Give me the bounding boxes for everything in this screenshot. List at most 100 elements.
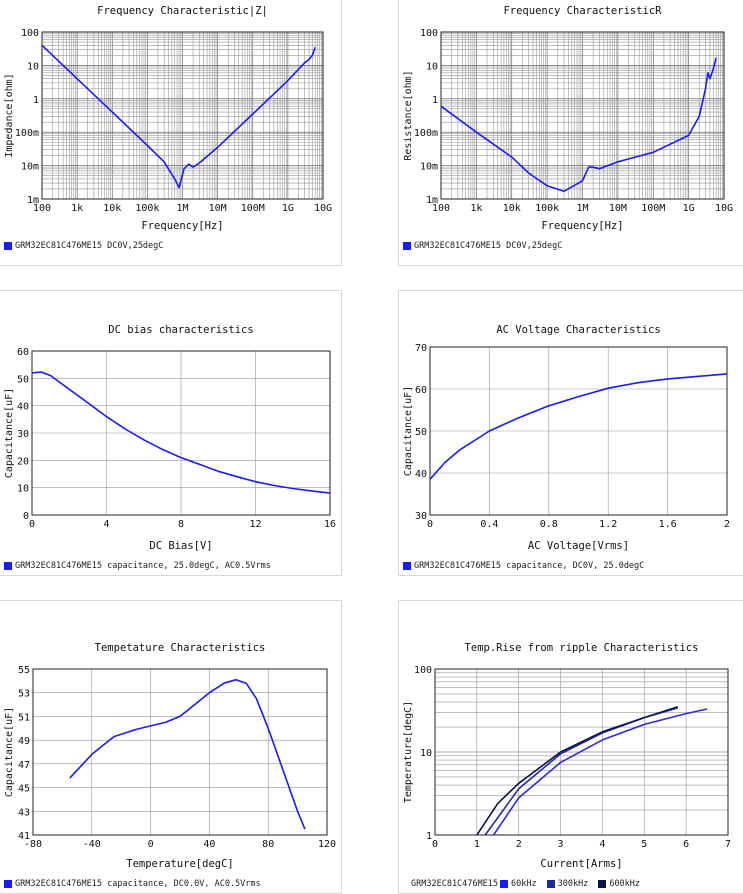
legend: GRM32EC81C476ME15 capacitance, 25.0degC,…	[4, 561, 271, 571]
legend-label-600khz: 600kHz	[609, 879, 641, 889]
y-tick-label: 100m	[15, 128, 39, 139]
y-tick-label: 51	[18, 712, 30, 723]
gridlines	[440, 32, 724, 200]
y-tick-label: 100	[414, 665, 432, 676]
chart-resistance: 100 1k 10k 100k 1M 10M 100M 1G 10G 1m 10m 100m 1 10 10…	[403, 5, 733, 232]
chart-panel-ac-voltage: 0 0.4 0.8 1.2 1.6 2 30 40 50 60 70 AC Voltage Chara…	[398, 290, 743, 576]
legend-prefix: GRM32EC81C476ME15	[411, 879, 498, 889]
legend: GRM32EC81C476ME15 capacitance, DC0V, 25.…	[403, 561, 644, 571]
y-tick-label: 0	[23, 511, 29, 522]
plot-frame	[434, 668, 729, 836]
chart-impedance: 100 1k 10k 100k 1M 10M 100M 1G 10G 1m 10m 100m 1 10 10…	[4, 5, 332, 232]
chart-panel-temp-rise: 0 1 2 3 4 5 6 7 1 10 100 Temp.Rise from ripple Char…	[398, 600, 743, 894]
chart-title: Tempetature Characteristics	[95, 642, 266, 654]
y-axis-label: Resistance[ohm]	[403, 70, 414, 160]
chart-panel-dc-bias: 0 4 8 12 16 0 10 20 30 40 50 60 DC bias characterist…	[0, 290, 342, 576]
x-tick-label: 0	[148, 839, 154, 850]
x-tick-label: 100M	[241, 203, 265, 214]
plot-frame	[41, 31, 324, 200]
y-axis-label: Capacitance[uF]	[4, 707, 15, 797]
series-line-1	[32, 371, 330, 494]
y-tick-label: 30	[17, 429, 29, 440]
x-tick-label: 100k	[535, 203, 559, 214]
x-tick-label: 3	[558, 839, 564, 850]
gridlines	[31, 350, 331, 516]
legend-label-60khz: 60kHz	[511, 879, 537, 889]
y-tick-label: 40	[17, 402, 29, 413]
y-tick-label: 45	[18, 784, 30, 795]
y-tick-label: 60	[415, 385, 427, 396]
x-axis-label: Current[Arms]	[540, 858, 622, 870]
chart-panel-temperature: -80 -40 0 40 80 120 41 43 45 47 49 51 53 55 Tempetatur…	[0, 600, 342, 894]
y-tick-label: 70	[415, 343, 427, 354]
y-tick-label: 100	[21, 28, 39, 39]
x-tick-label: 100M	[641, 203, 665, 214]
legend-swatch	[4, 880, 12, 888]
y-tick-label: 10	[27, 61, 39, 72]
legend-swatch	[4, 562, 12, 570]
series-line-1	[69, 678, 306, 830]
chart-dc-bias: 0 4 8 12 16 0 10 20 30 40 50 60 DC bias characterist…	[4, 324, 336, 552]
y-tick-label: 1	[432, 95, 438, 106]
x-axis-label: Frequency[Hz]	[541, 220, 623, 232]
legend: GRM32EC81C476ME15 60kHz 300kHz 600kHz	[411, 879, 640, 889]
series-line-1	[430, 373, 727, 480]
x-tick-label: 100k	[135, 203, 159, 214]
x-tick-label: 0.8	[540, 519, 558, 530]
legend-swatch-600khz	[598, 880, 607, 888]
legend: GRM32EC81C476ME15 DC0V,25degC	[403, 241, 562, 251]
x-tick-label: 1G	[683, 203, 695, 214]
x-tick-label: 100	[33, 203, 51, 214]
x-tick-label: 0.4	[480, 519, 498, 530]
y-tick-label: 30	[415, 511, 427, 522]
y-axis-label: Temperature[degC]	[403, 701, 414, 803]
x-tick-label: 4	[599, 839, 605, 850]
x-tick-label: -40	[83, 839, 101, 850]
x-axis-label: AC Voltage[Vrms]	[528, 540, 629, 552]
legend-swatch-60khz	[500, 880, 508, 888]
y-tick-label: 50	[415, 427, 427, 438]
y-tick-label: 100	[420, 28, 438, 39]
x-axis-label: DC Bias[V]	[149, 540, 212, 552]
y-tick-label: 10	[420, 748, 432, 759]
x-tick-label: 1.2	[599, 519, 617, 530]
legend-swatch-300khz	[546, 880, 555, 888]
y-tick-label: 53	[18, 689, 30, 700]
legend-label: GRM32EC81C476ME15 capacitance, DC0V, 25.…	[414, 561, 645, 571]
x-tick-label: 10G	[314, 203, 332, 214]
legend-swatch	[403, 242, 411, 250]
x-tick-label: 10k	[103, 203, 121, 214]
x-tick-label: 1G	[282, 203, 294, 214]
y-tick-label: 40	[415, 469, 427, 480]
series-line-1	[42, 44, 316, 189]
gridlines	[41, 32, 323, 200]
x-tick-label: 1M	[576, 203, 588, 214]
y-tick-label: 10	[17, 484, 29, 495]
y-tick-label: 1m	[426, 195, 438, 206]
y-tick-label: 20	[17, 456, 29, 467]
x-tick-label: 1.6	[659, 519, 677, 530]
y-tick-label: 1	[426, 831, 432, 842]
x-tick-label: 10M	[609, 203, 627, 214]
chart-panel-impedance: 100 1k 10k 100k 1M 10M 100M 1G 10G 1m 10m 100m 1 10 10…	[0, 0, 342, 266]
chart-temperature: -80 -40 0 40 80 120 41 43 45 47 49 51 53 55 Tempetatur…	[4, 642, 336, 870]
legend-label-300khz: 300kHz	[557, 879, 589, 889]
x-tick-label: 2	[516, 839, 522, 850]
plot-frame	[440, 31, 725, 200]
x-tick-label: 1k	[470, 203, 482, 214]
y-tick-label: 100m	[414, 128, 438, 139]
legend: GRM32EC81C476ME15 capacitance, DC0.0V, A…	[4, 879, 261, 889]
y-tick-label: 1m	[27, 195, 39, 206]
y-tick-label: 10	[426, 61, 438, 72]
legend-swatch	[403, 562, 411, 570]
y-tick-label: 10m	[21, 162, 39, 173]
x-tick-label: 10M	[209, 203, 227, 214]
x-tick-label: 12	[249, 519, 261, 530]
y-tick-label: 10m	[420, 162, 438, 173]
x-tick-label: 1	[474, 839, 480, 850]
x-tick-label: 100	[432, 203, 450, 214]
x-axis-label: Temperature[degC]	[126, 858, 233, 870]
x-tick-label: 10k	[503, 203, 521, 214]
x-tick-label: 8	[178, 519, 184, 530]
